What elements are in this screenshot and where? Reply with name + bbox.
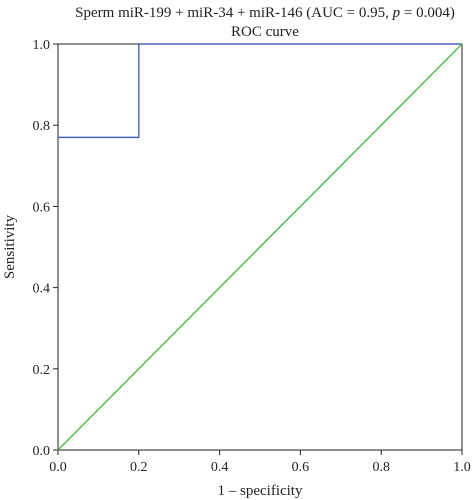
y-axis-label: Sensitivity: [2, 214, 18, 279]
roc-curve-line: [58, 43, 462, 139]
x-tick-label: 0.0: [49, 460, 67, 475]
y-tick-label: 0.8: [33, 119, 51, 134]
y-tick-label: 0.6: [33, 200, 51, 215]
chart-subtitle: ROC curve: [231, 24, 299, 40]
x-axis: 0.0 0.2 0.4 0.6 0.8 1.0: [49, 450, 471, 475]
y-tick-label: 0.2: [33, 363, 51, 378]
x-tick-label: 0.8: [372, 460, 390, 475]
x-tick-label: 0.2: [130, 460, 148, 475]
y-tick-label: 1.0: [33, 38, 51, 53]
reference-diagonal-line: [57, 43, 463, 451]
chart-title: Sperm miR-199 + miR-34 + miR-146 (AUC = …: [75, 5, 455, 21]
x-tick-label: 0.6: [292, 460, 310, 475]
y-tick-label: 0.0: [33, 444, 51, 459]
y-axis: 0.0 0.2 0.4 0.6 0.8 1.0: [33, 38, 58, 459]
x-axis-label: 1 – specificity: [218, 483, 303, 499]
plot-area: [57, 43, 463, 451]
y-tick-label: 0.4: [33, 282, 51, 297]
x-tick-label: 0.4: [211, 460, 229, 475]
x-tick-label: 1.0: [453, 460, 471, 475]
